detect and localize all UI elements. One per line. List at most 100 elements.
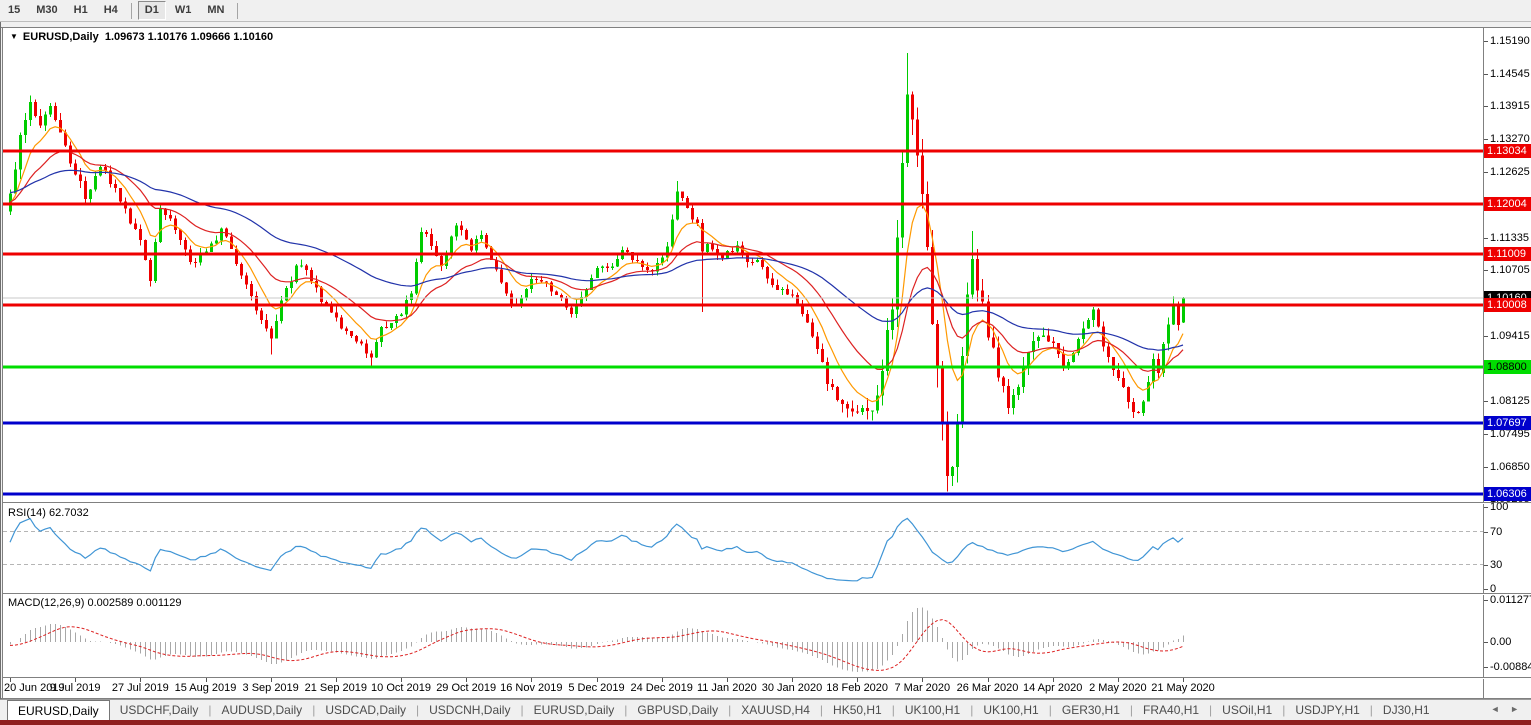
date-axis-label: 14 Apr 2020: [1022, 682, 1083, 694]
rsi-line: [9, 517, 1184, 582]
chart-tab-xauusd-h4[interactable]: XAUUSD,H4: [741, 703, 810, 717]
tab-separator: |: [1129, 703, 1134, 717]
tab-separator: |: [520, 703, 524, 717]
level-price-badge: 1.13034: [1484, 144, 1531, 158]
date-axis-label: 21 May 2020: [1151, 682, 1215, 694]
toolbar-separator: [237, 2, 239, 19]
chart-tab-fra40-h1[interactable]: FRA40,H1: [1143, 703, 1200, 717]
tab-separator: |: [891, 703, 895, 717]
chart-tab-usdcnh-daily[interactable]: USDCNH,Daily: [429, 703, 511, 717]
rsi-tick-label: 30: [1490, 558, 1503, 571]
timeframe-button-d1[interactable]: D1: [137, 1, 166, 20]
pane-frame: [0, 27, 1531, 699]
price-tick-label: 1.10705: [1490, 263, 1530, 276]
date-axis-label: 26 Mar 2020: [956, 682, 1019, 694]
price-tick-label: 1.07495: [1490, 427, 1530, 440]
macd-tick-label: 0.00: [1490, 636, 1512, 648]
window-left-edge: [0, 22, 1, 699]
expand-arrow-icon[interactable]: ▼: [10, 32, 18, 41]
price-tick-label: 1.12625: [1490, 165, 1530, 178]
tab-separator: |: [970, 703, 974, 717]
chart-background: [3, 28, 1531, 698]
price-tick-label: 1.13915: [1490, 100, 1530, 113]
timeframe-button-w1[interactable]: W1: [174, 4, 192, 16]
chart-tab-ger30-h1[interactable]: GER30,H1: [1061, 703, 1120, 717]
timeframe-button-15[interactable]: 15: [8, 4, 21, 16]
date-axis-label: 11 Jan 2020: [696, 682, 757, 694]
chart-tab-gbpusd-daily[interactable]: GBPUSD,Daily: [637, 703, 719, 717]
chart-tab-usoil-h1[interactable]: USOil,H1: [1222, 703, 1273, 717]
macd-tick-label: 0.011277: [1490, 594, 1531, 606]
level-price-badge: 1.06306: [1484, 487, 1531, 502]
rsi-tick-label: 0: [1490, 583, 1497, 595]
date-axis-label: 27 Jul 2019: [111, 682, 169, 694]
level-price-badge: 1.08800: [1484, 360, 1531, 375]
chart-tab-uk100-h1[interactable]: UK100,H1: [983, 703, 1039, 717]
level-price-badge: 1.07697: [1484, 416, 1531, 431]
tab-separator: |: [208, 703, 212, 717]
price-level-lines[interactable]: [3, 149, 1483, 496]
price-tick-label: 1.09415: [1490, 329, 1530, 342]
price-tick-label: 1.15190: [1490, 35, 1530, 47]
date-axis-label: 15 Aug 2019: [174, 682, 237, 694]
date-axis-label: 29 Oct 2019: [436, 682, 497, 694]
date-axis-label: 24 Dec 2019: [630, 682, 693, 694]
chart-tab-hk50-h1[interactable]: HK50,H1: [833, 703, 882, 717]
macd-tick-label: -0.008845: [1490, 661, 1531, 673]
chart-tab-uk100-h1[interactable]: UK100,H1: [904, 703, 961, 717]
macd-indicator-label: MACD(12,26,9) 0.002589 0.001129: [8, 597, 182, 609]
timeframe-button-h4[interactable]: H4: [103, 4, 118, 16]
price-tick-label: 1.06850: [1490, 460, 1530, 473]
timeframe-button-h1[interactable]: H1: [73, 4, 88, 16]
macd-histogram: [10, 607, 1184, 672]
tab-separator: |: [312, 703, 316, 717]
window-bottom-strip: [0, 720, 1531, 725]
tab-separator: |: [1282, 703, 1286, 717]
chart-tab-bar: EURUSD,Daily USDCHF,Daily | AUDUSD,Daily | US…: [0, 699, 1531, 720]
price-tick-label: 1.08125: [1490, 395, 1530, 408]
tab-scroll-arrows-icon[interactable]: ◄ ►: [1490, 704, 1523, 714]
rsi-level-lines: [3, 531, 1483, 565]
date-axis-label: 7 Mar 2020: [894, 682, 951, 694]
axis-tick-marks: [10, 41, 1488, 682]
tab-separator: |: [728, 703, 732, 717]
chart-tab-eurusd-daily[interactable]: EURUSD,Daily: [7, 700, 110, 720]
date-axis-label: 16 Nov 2019: [500, 682, 563, 694]
date-axis-label: 30 Jan 2020: [761, 682, 823, 694]
tab-separator: |: [416, 703, 420, 717]
date-axis-label: 21 Sep 2019: [304, 682, 368, 694]
chart-tab-usdjpy-h1[interactable]: USDJPY,H1: [1295, 703, 1360, 717]
chart-tab-dj30-h1[interactable]: DJ30,H1: [1382, 703, 1430, 717]
chart-tab-usdcad-daily[interactable]: USDCAD,Daily: [325, 703, 406, 717]
chart-tab-eurusd-daily[interactable]: EURUSD,Daily: [533, 703, 615, 717]
chart-ohlc-values: 1.09673 1.10176 1.09666 1.10160: [104, 31, 274, 43]
tab-separator: |: [819, 703, 824, 717]
timeframe-button-m30[interactable]: M30: [36, 4, 58, 16]
price-tick-label: 1.14545: [1490, 67, 1530, 80]
timeframe-toolbar: 15 M30 H1 H4 D1 W1 MN: [0, 0, 1531, 22]
date-axis-label: 5 Dec 2019: [568, 682, 625, 694]
date-axis-label: 3 Sep 2019: [242, 682, 299, 694]
rsi-indicator-label: RSI(14) 62.7032: [8, 507, 89, 519]
ma-line-medium: [9, 150, 1184, 372]
level-price-badge: 1.11009: [1484, 247, 1531, 262]
level-price-badge: 1.12004: [1484, 196, 1531, 211]
date-axis-label: 20 Jun 2019: [4, 682, 65, 694]
tab-separator: |: [1048, 703, 1052, 717]
chart-tab-audusd-daily[interactable]: AUDUSD,Daily: [221, 703, 303, 717]
toolbar-separator: [130, 2, 132, 19]
tab-separator: |: [1209, 703, 1213, 717]
chart-tab-usdchf-daily[interactable]: USDCHF,Daily: [119, 703, 199, 717]
tab-separator: |: [624, 703, 628, 717]
date-axis-label: 2 May 2020: [1089, 682, 1147, 694]
tab-separator: |: [1369, 703, 1373, 717]
timeframe-button-mn[interactable]: MN: [207, 4, 225, 16]
price-tick-label: 1.13270: [1490, 132, 1530, 145]
level-price-badge: 1.10008: [1484, 298, 1531, 313]
date-axis-label: 18 Feb 2020: [826, 682, 889, 694]
chart-symbol-label: EURUSD,Daily: [22, 31, 99, 43]
rsi-tick-label: 70: [1490, 525, 1503, 538]
price-tick-label: 1.11335: [1490, 231, 1529, 244]
